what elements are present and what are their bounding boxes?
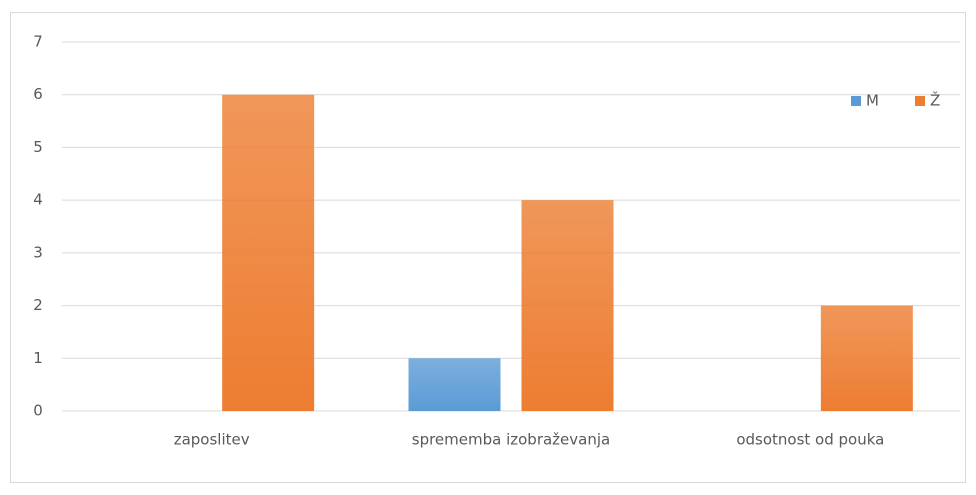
x-tick-label: odsotnost od pouka [736, 431, 884, 449]
bar [521, 200, 614, 411]
y-tick-label: 7 [33, 33, 43, 51]
y-tick-label: 0 [33, 402, 43, 420]
x-tick-label: zaposlitev [174, 431, 250, 449]
y-tick-label: 4 [33, 191, 43, 209]
y-tick-label: 2 [33, 296, 43, 314]
legend-swatch [915, 96, 925, 106]
y-tick-label: 1 [33, 349, 43, 367]
chart-border [10, 12, 966, 483]
bar [222, 94, 315, 411]
legend-label: M [866, 92, 879, 110]
legend-swatch [851, 96, 861, 106]
bar [408, 358, 501, 411]
y-tick-label: 6 [33, 85, 43, 103]
bar [820, 305, 913, 411]
x-tick-label: sprememba izobraževanja [412, 431, 610, 449]
y-tick-label: 3 [33, 243, 43, 261]
legend-label: Ž [930, 91, 940, 110]
y-tick-label: 5 [33, 138, 43, 156]
